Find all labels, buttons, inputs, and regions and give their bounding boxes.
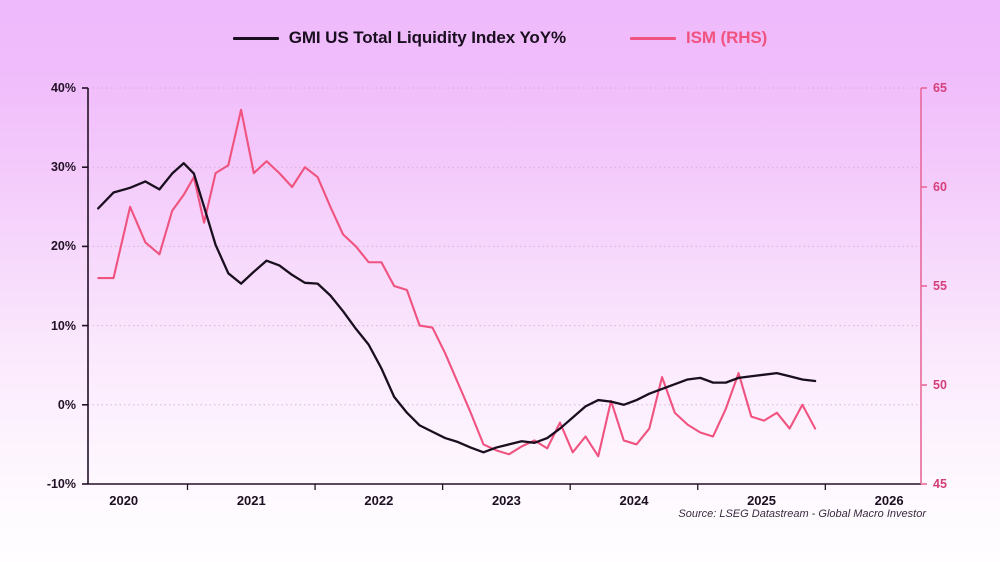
y-axis-left-tick-label: 30% xyxy=(50,160,76,175)
x-axis-tick-label: 2024 xyxy=(619,493,649,508)
x-axis-ticks xyxy=(186,484,826,490)
legend-label-liquidity: GMI US Total Liquidity Index YoY% xyxy=(288,28,566,47)
legend-swatch-ism xyxy=(629,36,676,40)
y-axis-left-ticks xyxy=(82,87,88,485)
y-axis-left-tick-label: 10% xyxy=(50,318,76,333)
x-axis-tick-label: 2020 xyxy=(109,493,139,508)
legend-item-liquidity: GMI US Total Liquidity Index YoY% xyxy=(232,28,566,48)
x-axis-tick-label: 2022 xyxy=(364,493,394,508)
y-axis-right-tick-label: 50 xyxy=(933,378,947,392)
y-axis-right-tick-label: 55 xyxy=(933,279,947,293)
legend-label-ism: ISM (RHS) xyxy=(685,28,768,47)
y-axis-left-tick-label: -10% xyxy=(46,477,76,491)
series-line-liquidity xyxy=(97,162,817,454)
y-axis-left-tick-label: 40% xyxy=(50,81,76,95)
gridlines xyxy=(88,87,921,485)
x-axis-tick-label: 2021 xyxy=(236,493,266,508)
y-axis-right-tick-label: 60 xyxy=(933,180,947,194)
x-axis-tick-label: 2023 xyxy=(491,493,521,508)
source-caption: Source: LSEG Datastream - Global Macro I… xyxy=(678,508,926,520)
y-axis-left-tick-label: 20% xyxy=(50,239,76,254)
series-line-ism xyxy=(97,108,817,458)
chart-legend: GMI US Total Liquidity Index YoY% ISM (R… xyxy=(0,28,1000,48)
y-axis-right-tick-label: 65 xyxy=(933,81,947,95)
x-axis-tick-label: 2026 xyxy=(874,493,904,508)
y-axis-right-ticks xyxy=(921,87,927,485)
y-axis-left-tick-label: 0% xyxy=(57,397,76,412)
legend-swatch-liquidity xyxy=(232,36,279,40)
x-axis-tick-label: 2025 xyxy=(747,493,776,508)
legend-item-ism: ISM (RHS) xyxy=(629,28,768,48)
y-axis-right-tick-label: 45 xyxy=(933,477,947,491)
